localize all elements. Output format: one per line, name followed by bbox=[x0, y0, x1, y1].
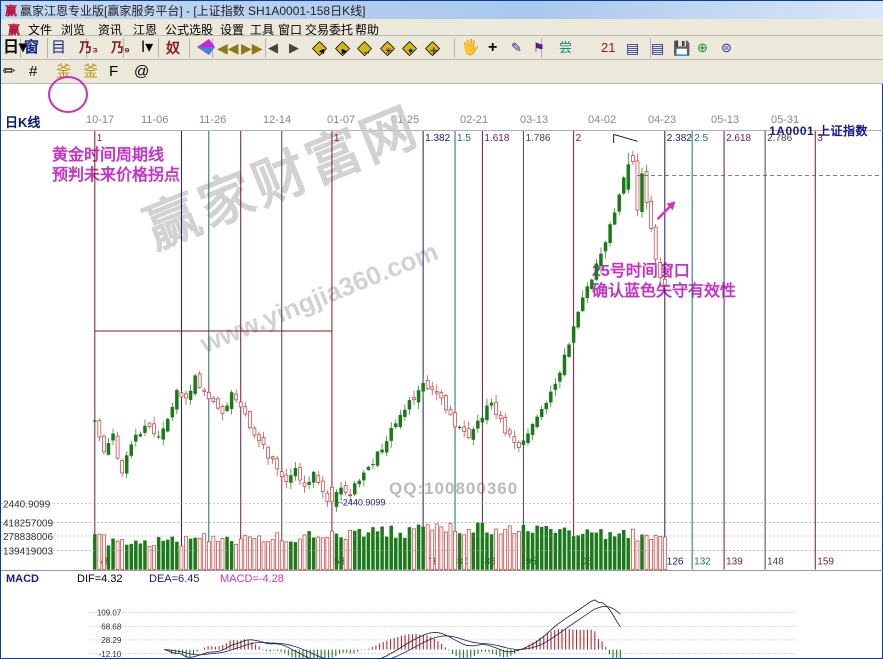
svg-text:1.382: 1.382 bbox=[425, 133, 450, 144]
svg-text:278838006: 278838006 bbox=[3, 532, 53, 543]
svg-text:109.07: 109.07 bbox=[97, 609, 122, 618]
svg-text:3: 3 bbox=[817, 133, 823, 144]
svg-text:2.5: 2.5 bbox=[694, 133, 708, 144]
svg-text:1.618: 1.618 bbox=[484, 133, 509, 144]
svg-text:2.382: 2.382 bbox=[667, 133, 692, 144]
svg-text:2: 2 bbox=[576, 133, 582, 144]
svg-text:-12.10: -12.10 bbox=[99, 650, 122, 659]
svg-text:418257009: 418257009 bbox=[3, 518, 53, 529]
svg-text:28.29: 28.29 bbox=[101, 636, 122, 645]
svg-text:--2440.9099: --2440.9099 bbox=[337, 498, 386, 508]
svg-text:139419003: 139419003 bbox=[3, 547, 53, 558]
svg-text:2440.9099: 2440.9099 bbox=[3, 500, 51, 511]
svg-text:139: 139 bbox=[726, 557, 743, 568]
svg-text:1: 1 bbox=[97, 133, 103, 144]
svg-text:126: 126 bbox=[667, 557, 684, 568]
svg-text:148: 148 bbox=[767, 557, 784, 568]
svg-text:159: 159 bbox=[817, 557, 834, 568]
svg-text:1.5: 1.5 bbox=[457, 133, 471, 144]
svg-text:2.786: 2.786 bbox=[767, 133, 792, 144]
svg-text:2.618: 2.618 bbox=[726, 133, 751, 144]
svg-text:132: 132 bbox=[694, 557, 711, 568]
svg-text:68.68: 68.68 bbox=[101, 622, 122, 631]
svg-text:1.786: 1.786 bbox=[525, 133, 550, 144]
svg-text:1: 1 bbox=[334, 133, 340, 144]
